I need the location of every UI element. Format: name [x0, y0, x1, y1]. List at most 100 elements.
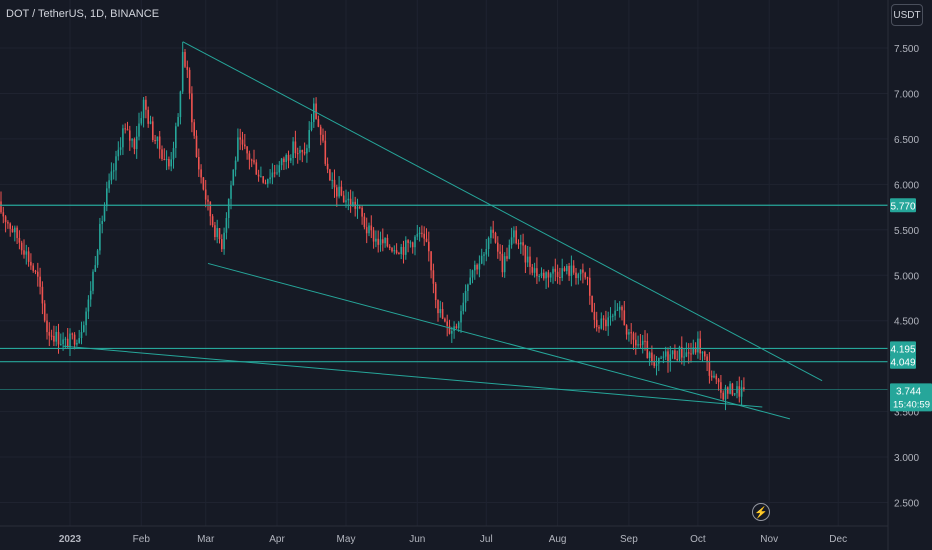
candle-body [674, 350, 676, 360]
candle-body [664, 351, 667, 357]
candle-body [87, 299, 90, 312]
candle-body [395, 250, 398, 254]
candle-body [545, 272, 547, 279]
candle-body [43, 303, 46, 321]
candle-body [414, 236, 416, 248]
candle-body [704, 351, 706, 357]
candle-body [513, 230, 515, 238]
candle-body [370, 225, 373, 231]
candle-body [510, 237, 513, 245]
candle-body [108, 180, 110, 189]
candle-body [94, 265, 97, 272]
candle-body [501, 253, 504, 273]
candle-body [540, 272, 543, 277]
candle-body [89, 290, 92, 300]
candle-body [186, 66, 189, 70]
price-level-label: 4.195 [890, 344, 915, 355]
candle-body [179, 91, 182, 118]
candle-body [439, 308, 442, 314]
candle-body [299, 150, 301, 154]
candle-body [280, 158, 283, 166]
candle-body [441, 308, 444, 319]
candle-body [126, 129, 129, 131]
price-level-badge [890, 341, 916, 356]
candle-body [391, 248, 393, 252]
candle-body [267, 179, 269, 184]
candle-body [388, 246, 391, 249]
candle-body [37, 271, 39, 277]
candle-body [322, 134, 324, 141]
candle-body [69, 333, 71, 348]
candle-body [503, 256, 506, 273]
candle-body [345, 200, 347, 203]
lightning-icon[interactable]: ⚡ [752, 503, 770, 521]
candle-body [244, 144, 246, 147]
candle-body [170, 159, 172, 167]
y-tick-label: 5.000 [894, 271, 919, 282]
candle-body [96, 250, 99, 266]
y-tick-label: 7.500 [894, 44, 919, 55]
x-tick-label: Nov [760, 534, 778, 545]
candle-body [660, 357, 662, 359]
candle-body [368, 225, 370, 234]
candle-body [499, 251, 501, 254]
candle-body [743, 387, 745, 390]
candle-body [375, 238, 377, 242]
candle-body [434, 283, 437, 301]
x-tick-label: Mar [197, 534, 215, 545]
candle-body [708, 361, 711, 376]
candle-body [260, 176, 262, 178]
candle-body [138, 123, 140, 137]
trendline[interactable] [207, 262, 791, 420]
candle-body [152, 121, 154, 140]
candle-body [549, 273, 552, 278]
candle-body [467, 284, 469, 292]
candle-body [278, 165, 281, 173]
candle-body [639, 344, 642, 346]
price-level-label: 5.770 [890, 201, 915, 212]
y-tick-label: 3.000 [894, 453, 919, 464]
candle-body [248, 153, 251, 160]
candle-body [699, 338, 701, 354]
candle-body [678, 346, 681, 360]
candle-body [7, 222, 9, 224]
candle-body [582, 269, 584, 273]
candle-body [628, 332, 630, 335]
candle-body [492, 229, 494, 233]
candle-body [122, 128, 124, 148]
candle-body [48, 332, 51, 336]
candle-body [421, 232, 423, 234]
price-axis [888, 0, 932, 550]
candle-body [239, 137, 241, 140]
candle-body [303, 152, 306, 154]
candle-body [18, 237, 21, 243]
candle-body [271, 172, 274, 178]
candle-body [273, 172, 276, 174]
candle-body [207, 199, 209, 202]
candle-body [315, 103, 317, 120]
candle-body [471, 270, 474, 278]
candle-body [646, 340, 649, 359]
candle-body [446, 321, 448, 326]
candle-body [181, 51, 184, 92]
candle-body [131, 139, 133, 141]
candle-body [119, 147, 122, 150]
currency-button[interactable]: USDT [891, 4, 923, 26]
candle-body [727, 387, 729, 394]
price-level-badge [890, 198, 916, 213]
candle-body [612, 315, 614, 317]
candle-body [11, 228, 14, 233]
candle-body [423, 233, 425, 239]
candle-body [326, 163, 329, 170]
candle-body [543, 272, 545, 279]
candle-body [384, 237, 386, 244]
candle-body [556, 271, 559, 277]
candle-body [586, 277, 589, 279]
candle-body [418, 232, 421, 234]
trendline[interactable] [182, 41, 823, 382]
trendline[interactable] [63, 345, 763, 408]
candle-body [526, 256, 529, 263]
candle-body [379, 239, 382, 245]
candle-body [451, 330, 453, 334]
